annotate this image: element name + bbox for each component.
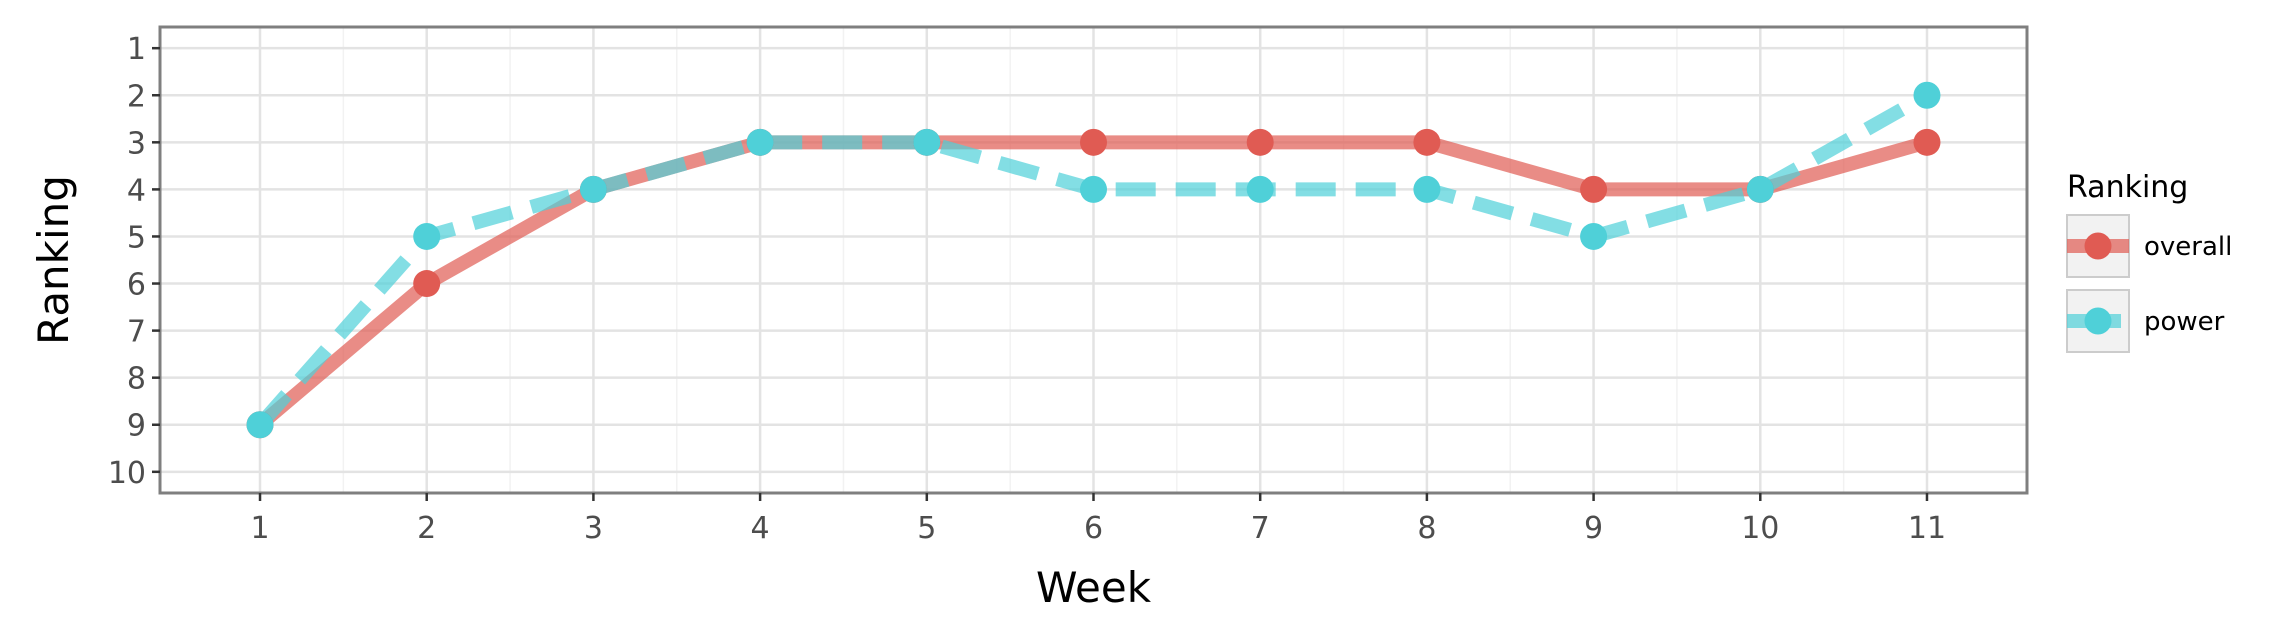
- y-tick-label: 4: [127, 173, 146, 208]
- legend-label-overall: overall: [2144, 232, 2232, 262]
- x-tick-label: 8: [1417, 511, 1436, 546]
- legend-marker-overall: [2084, 232, 2112, 260]
- y-tick-label: 9: [127, 409, 146, 444]
- x-tick-label: 7: [1251, 511, 1270, 546]
- x-tick-label: 4: [751, 511, 770, 546]
- x-tick-label: 6: [1084, 511, 1103, 546]
- legend-label-power: power: [2144, 307, 2225, 337]
- data-point-power: [413, 222, 441, 250]
- data-point-overall: [1580, 175, 1608, 203]
- y-tick-label: 10: [108, 456, 146, 491]
- y-tick-label: 6: [127, 268, 146, 303]
- y-tick-label: 3: [127, 126, 146, 161]
- legend-title: Ranking: [2067, 170, 2188, 205]
- x-tick-label: 3: [584, 511, 603, 546]
- data-point-overall: [1913, 128, 1941, 156]
- data-point-power: [1080, 175, 1107, 203]
- legend-marker-power: [2084, 307, 2112, 335]
- data-point-power: [1246, 175, 1274, 203]
- data-point-overall: [1246, 128, 1274, 156]
- y-tick-label: 8: [127, 362, 146, 397]
- y-tick-label: 5: [127, 220, 146, 255]
- y-tick-label: 7: [127, 315, 146, 350]
- data-point-power: [1913, 81, 1941, 109]
- data-point-overall: [413, 270, 441, 298]
- x-tick-label: 10: [1741, 511, 1779, 546]
- y-axis-title: Ranking: [29, 175, 78, 345]
- data-point-power: [1746, 175, 1774, 203]
- data-point-power: [246, 411, 274, 439]
- x-tick-label: 2: [417, 511, 436, 546]
- series-layer: [246, 81, 1941, 439]
- x-tick-label: 5: [917, 511, 936, 546]
- x-tick-label: 11: [1908, 511, 1946, 546]
- y-tick-label: 1: [127, 32, 146, 67]
- data-point-power: [1580, 222, 1608, 250]
- x-tick-label: 9: [1584, 511, 1603, 546]
- data-point-power: [746, 128, 774, 156]
- legend: Ranking overall power: [2066, 170, 2232, 353]
- x-tick-label: 1: [250, 511, 269, 546]
- x-axis-title: Week: [1036, 563, 1152, 612]
- y-tick-label: 2: [127, 79, 146, 114]
- data-point-power: [579, 175, 607, 203]
- data-point-power: [1413, 175, 1441, 203]
- data-point-overall: [1080, 128, 1107, 156]
- data-point-overall: [1413, 128, 1441, 156]
- data-point-power: [913, 128, 941, 156]
